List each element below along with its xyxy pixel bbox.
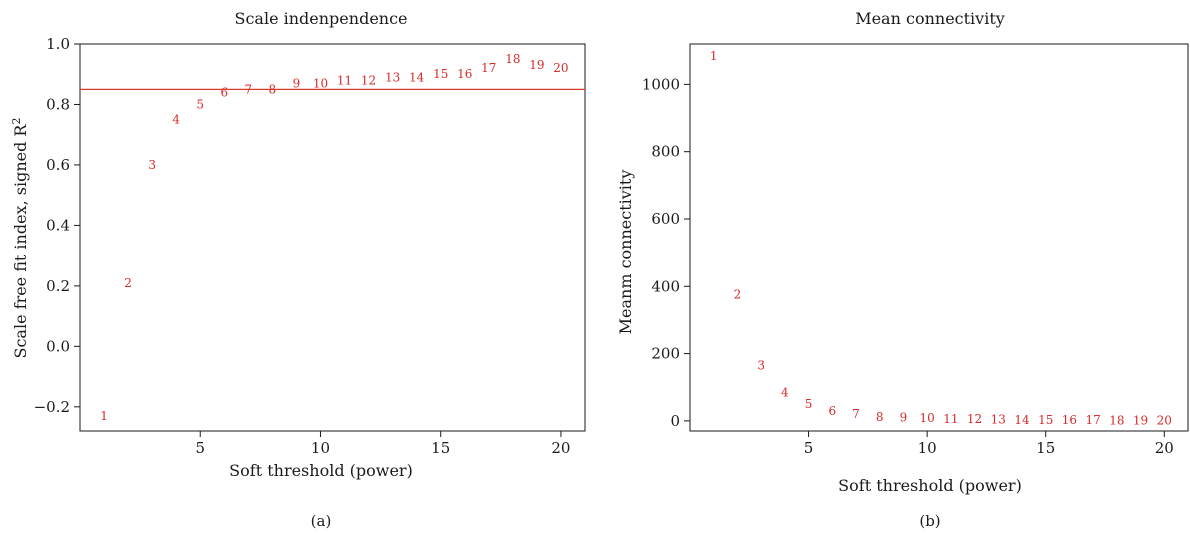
panel-b-point-18: 18 — [1109, 414, 1124, 428]
panel-a-y-axis-label: Scale free fit index, signed R2 — [10, 118, 30, 359]
panel-a-point-3: 3 — [148, 158, 156, 172]
panel-a-point-6: 6 — [220, 85, 228, 99]
panel-a-y-tick-label: −0.2 — [34, 398, 70, 416]
panel-b-point-10: 10 — [920, 411, 935, 425]
panel-a-point-12: 12 — [361, 73, 376, 87]
panel-b-x-tick-label: 20 — [1155, 439, 1174, 457]
panel-a-x-tick-label: 5 — [195, 439, 205, 457]
panel-b-point-12: 12 — [967, 412, 982, 426]
panel-b-x-tick-label: 5 — [804, 439, 814, 457]
panel-b-point-6: 6 — [828, 404, 836, 418]
panel-b-point-8: 8 — [876, 410, 884, 424]
panel-b-y-tick-label: 800 — [651, 143, 680, 161]
panel-b-y-tick-label: 600 — [651, 210, 680, 228]
panel-b-y-tick-label: 200 — [651, 345, 680, 363]
panel-a-caption: (a) — [311, 512, 332, 530]
panel-scale-independence: Scale indenpendence −0.2 0.0 0.2 0.4 0.6 0.8 1… — [10, 9, 586, 530]
panel-a-x-tick-label: 15 — [431, 439, 450, 457]
panel-b-point-11: 11 — [943, 412, 958, 426]
panel-a-point-15: 15 — [433, 67, 448, 81]
panel-b-y-tick-label: 1000 — [642, 75, 680, 93]
panel-a-point-19: 19 — [529, 58, 544, 72]
panel-b-x-axis-label: Soft threshold (power) — [838, 476, 1022, 495]
panel-a-point-2: 2 — [124, 276, 132, 290]
panel-a-point-9: 9 — [293, 76, 301, 90]
panel-b-y-tick-label: 400 — [651, 277, 680, 295]
panel-a-point-14: 14 — [409, 70, 425, 84]
panel-b-caption: (b) — [919, 512, 940, 530]
panel-b-point-14: 14 — [1014, 413, 1030, 427]
panel-a-point-1: 1 — [100, 409, 108, 423]
panel-a-y-tick-label: 0.2 — [46, 277, 70, 295]
panel-b-x-axis: 5 10 15 20 — [804, 431, 1174, 457]
panel-a-point-10: 10 — [313, 76, 328, 90]
panel-b-point-3: 3 — [757, 358, 765, 372]
panel-b-point-17: 17 — [1086, 413, 1101, 427]
panel-b-x-tick-label: 10 — [918, 439, 937, 457]
panel-a-y-tick-label: 1.0 — [46, 35, 70, 53]
panel-b-point-9: 9 — [900, 411, 908, 425]
panel-a-point-7: 7 — [245, 82, 253, 96]
panel-b-point-2: 2 — [734, 288, 742, 302]
panel-a-x-axis: 5 10 15 20 — [195, 431, 570, 457]
panel-b-y-axis-label: Meanm connectivity — [616, 170, 635, 335]
panel-b-title: Mean connectivity — [855, 9, 1005, 28]
panel-a-point-8: 8 — [269, 82, 277, 96]
panel-a-x-axis-label: Soft threshold (power) — [229, 461, 413, 480]
panel-a-y-tick-label: 0.4 — [46, 216, 70, 234]
panel-mean-connectivity: Mean connectivity 0 200 400 600 800 1000 5 10 1… — [616, 9, 1189, 530]
panel-a-title: Scale indenpendence — [234, 9, 407, 28]
panel-a-point-16: 16 — [457, 67, 472, 81]
panel-b-point-1: 1 — [710, 49, 718, 63]
panel-a-plot-frame — [79, 43, 586, 432]
panel-a-y-tick-label: 0.6 — [46, 156, 70, 174]
panel-b-plot-frame — [689, 43, 1189, 432]
panel-b-point-7: 7 — [852, 407, 860, 421]
panel-b-point-15: 15 — [1038, 413, 1053, 427]
panel-a-point-5: 5 — [196, 97, 204, 111]
panel-b-point-13: 13 — [991, 413, 1006, 427]
panel-b-y-axis: 0 200 400 600 800 1000 — [642, 75, 690, 430]
panel-a-point-17: 17 — [481, 61, 496, 75]
panel-a-y-axis: −0.2 0.0 0.2 0.4 0.6 0.8 1.0 — [34, 35, 80, 416]
panel-a-x-tick-label: 20 — [551, 439, 570, 457]
panel-b-point-20: 20 — [1157, 414, 1172, 428]
panel-a-y-tick-label: 0.0 — [46, 337, 70, 355]
panel-a-point-4: 4 — [172, 113, 180, 127]
panel-a-y-tick-label: 0.8 — [46, 95, 70, 113]
panel-a-point-18: 18 — [505, 52, 520, 66]
panel-a-x-tick-label: 10 — [311, 439, 330, 457]
panel-b-y-tick-label: 0 — [670, 412, 680, 430]
panel-a-y-axis-label-superscript: 2 — [10, 118, 23, 125]
panel-a-point-20: 20 — [553, 61, 568, 75]
panel-a-y-axis-label-text: Scale free fit index, signed R — [11, 124, 30, 359]
panel-a-point-13: 13 — [385, 70, 400, 84]
panel-b-point-16: 16 — [1062, 413, 1077, 427]
panel-b-point-4: 4 — [781, 385, 789, 399]
panel-b-point-19: 19 — [1133, 414, 1148, 428]
panel-a-point-11: 11 — [337, 73, 352, 87]
panel-b-point-5: 5 — [805, 397, 813, 411]
panel-b-x-tick-label: 15 — [1036, 439, 1055, 457]
